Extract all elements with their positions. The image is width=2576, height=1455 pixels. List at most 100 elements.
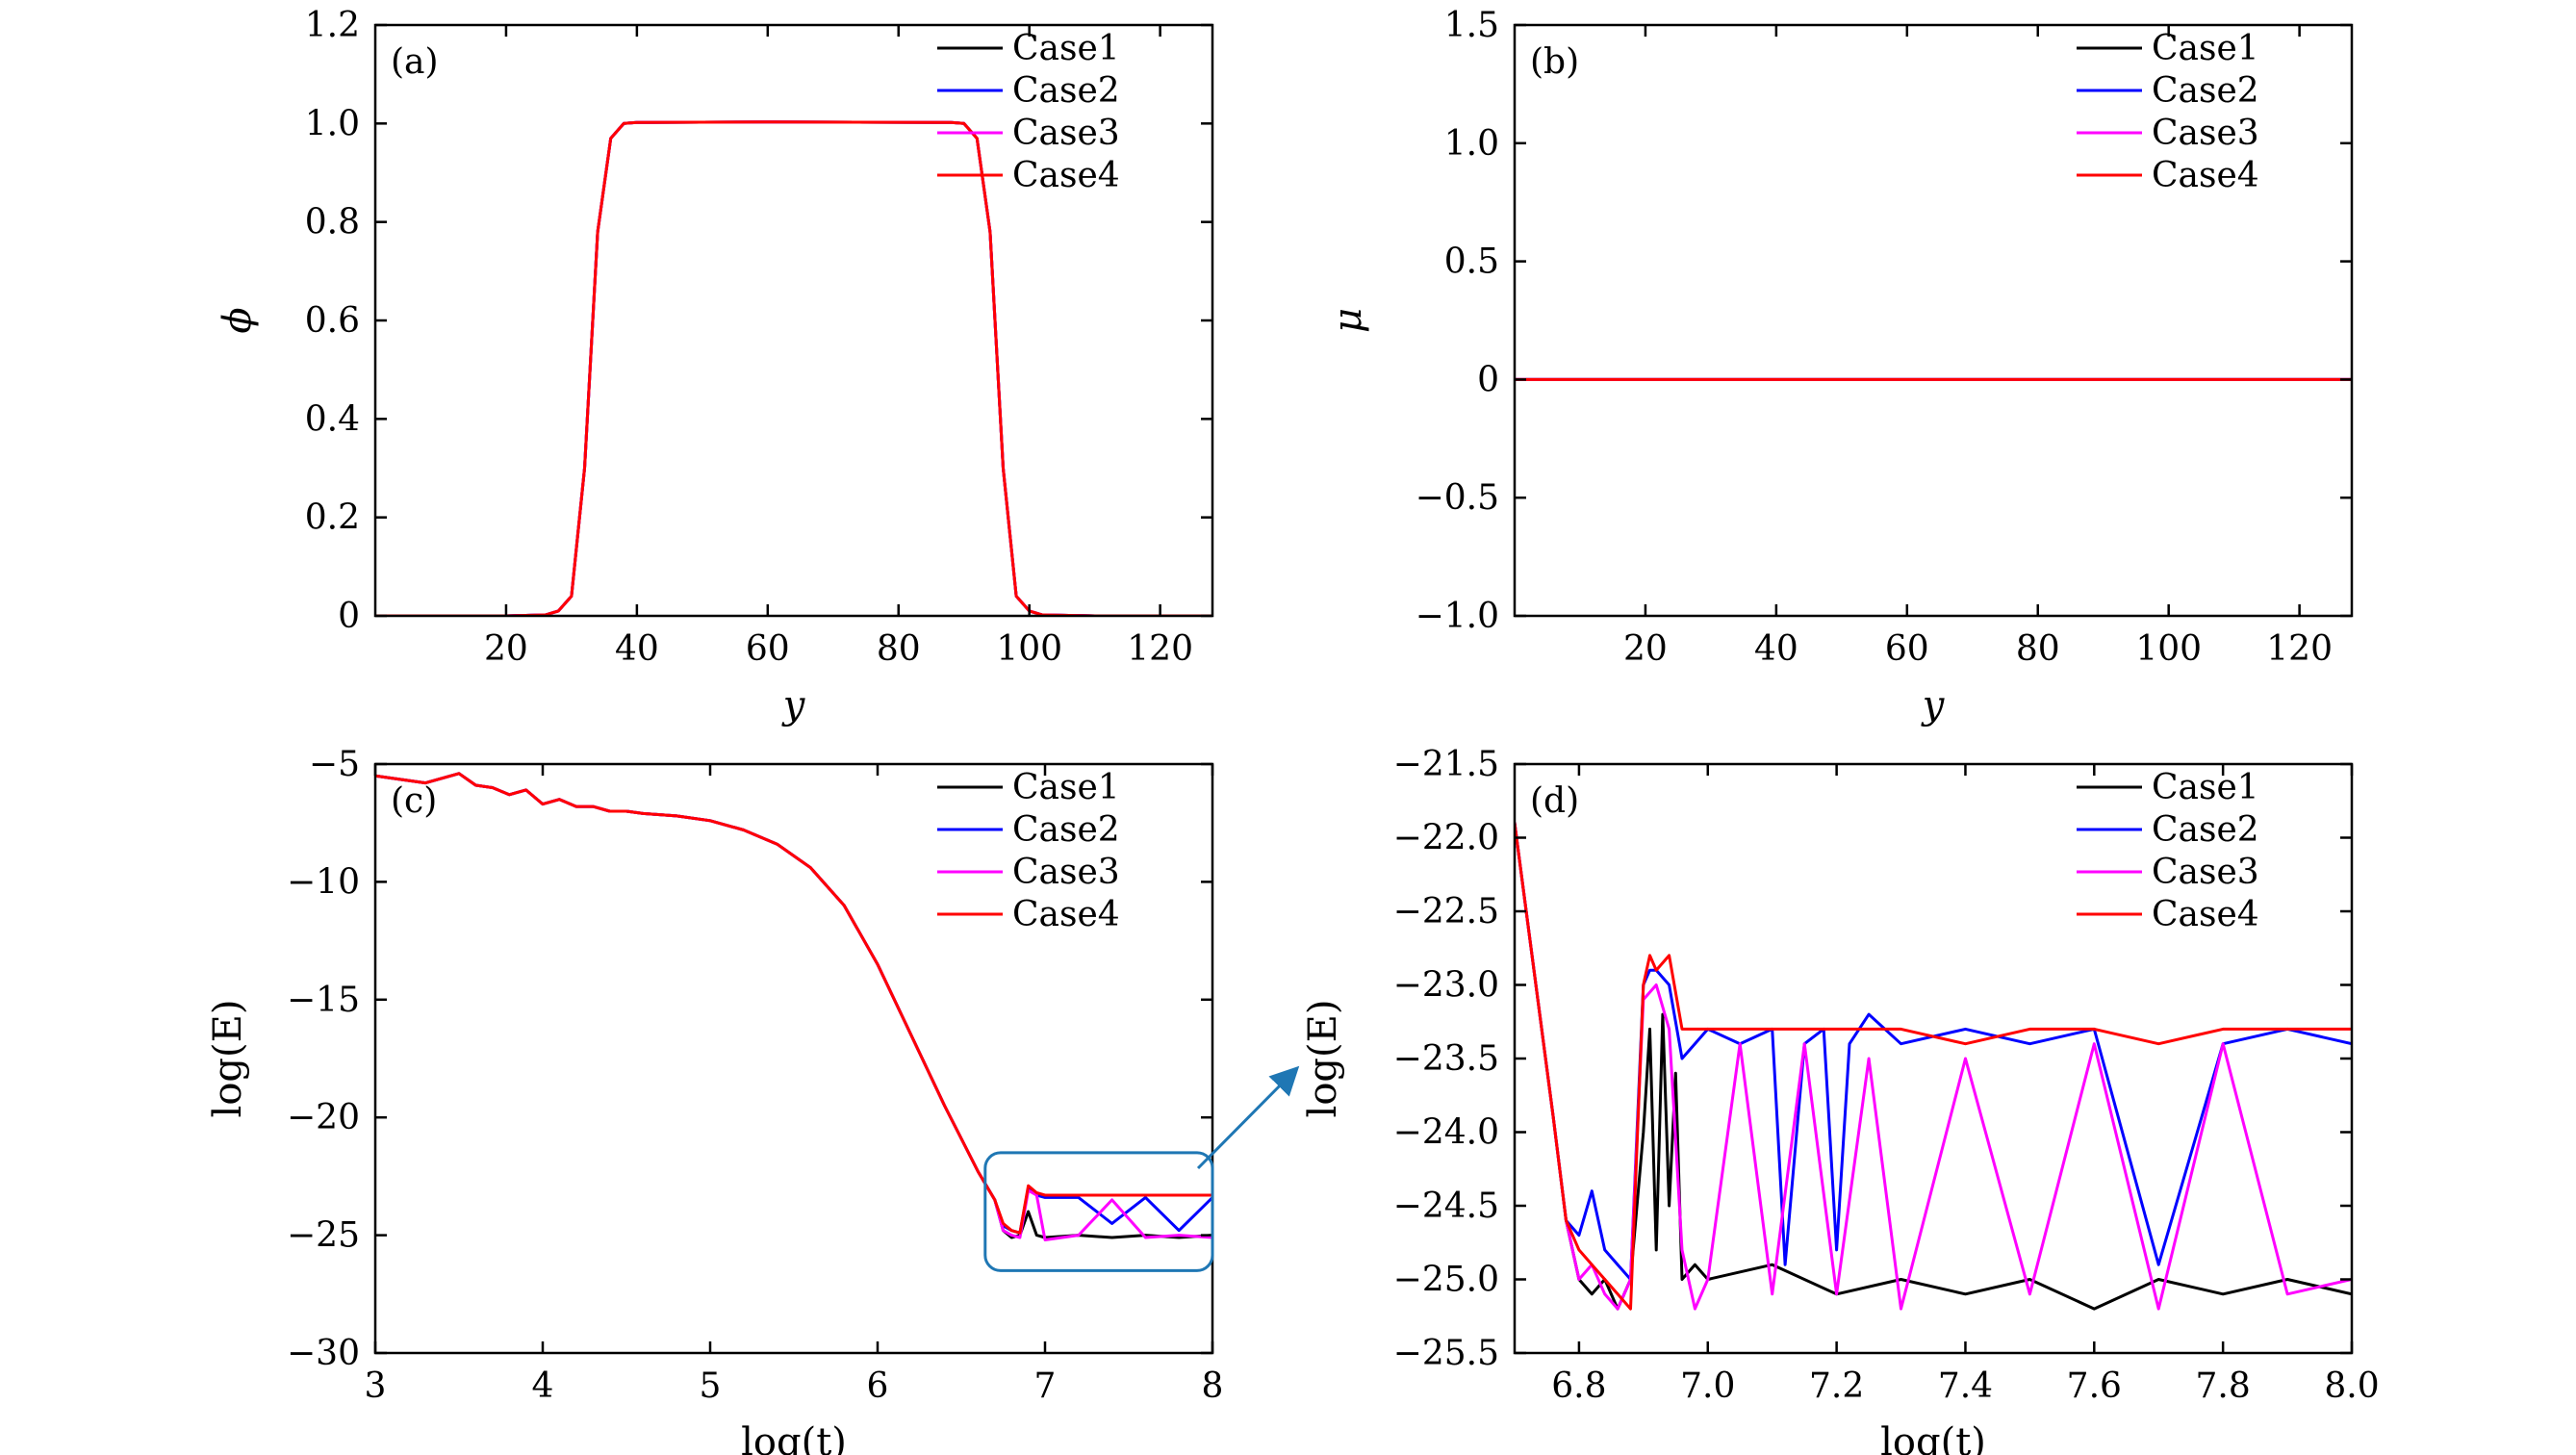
series-line-case1	[375, 120, 1212, 616]
x-tick-label: 120	[2266, 629, 2333, 669]
y-tick-label: −15	[287, 981, 360, 1020]
y-tick-label: −10	[287, 862, 360, 902]
series-group	[375, 120, 1212, 616]
y-tick-label: −22.0	[1393, 819, 1499, 858]
y-tick-label: −22.5	[1393, 892, 1499, 932]
y-tick-label: −24.5	[1393, 1187, 1499, 1226]
y-tick-label: 1.0	[305, 104, 360, 143]
legend-entry-case2: Case2	[2152, 810, 2259, 850]
x-tick-label: 6	[867, 1366, 889, 1406]
y-tick-label: 0.8	[305, 203, 360, 242]
x-tick-label: 3	[365, 1366, 387, 1406]
series-line-case3	[375, 120, 1212, 616]
y-tick-label: 0.5	[1444, 242, 1499, 282]
y-tick-label: −24.0	[1393, 1113, 1499, 1153]
x-tick-label: 20	[1623, 629, 1668, 669]
axes-frame	[1513, 23, 2354, 618]
x-tick-label: 8.0	[2324, 1366, 2379, 1406]
legend-entry-case3: Case3	[1012, 853, 1120, 892]
panel-d: 6.8 7.0 7.2 7.4 7.6 7.8 8.0 −25.5 −25.0 −24.5 −24.…	[1301, 745, 2380, 1455]
legend-entry-case1: Case1	[1012, 768, 1120, 807]
panel-label: (a)	[391, 42, 439, 82]
x-tick-label: 80	[2016, 629, 2060, 669]
series-line-case2	[375, 120, 1212, 616]
series-line-case4	[375, 772, 1212, 1235]
x-tick-label: 40	[615, 629, 659, 669]
y-tick-label: 1.2	[305, 6, 360, 45]
panel-label: (c)	[391, 781, 437, 821]
legend-entry-case2: Case2	[1012, 810, 1120, 850]
series-line-case4	[375, 120, 1212, 616]
x-tick-label: 120	[1127, 629, 1193, 669]
series-line-case3	[1515, 821, 2352, 1311]
y-tick-label: 1.0	[1444, 124, 1499, 164]
y-tick-label: 0.4	[305, 399, 360, 439]
legend-entry-case2: Case2	[1012, 71, 1120, 111]
legend-entry-case4: Case4	[2152, 156, 2259, 195]
x-tick-label: 40	[1754, 629, 1798, 669]
legend-entry-case1: Case1	[2152, 768, 2259, 807]
panel-c: 3 4 5 6 7 8 −30 −25 −20 −15 −10 −5 log(t) log(E) (c) Ca…	[206, 745, 1223, 1455]
x-tick-label: 8	[1202, 1366, 1224, 1406]
panel-a: 20 40 60 80 100 120 0 0.2 0.4 0.6 0.8 1.0 1.2 y ϕ (a) Ca…	[216, 6, 1214, 728]
x-tick-label: 80	[877, 629, 921, 669]
x-tick-label: 5	[700, 1366, 722, 1406]
x-tick-label: 7.8	[2196, 1366, 2251, 1406]
zoom-box	[983, 1151, 1214, 1272]
x-tick-label: 7.6	[2067, 1366, 2122, 1406]
x-axis-label: y	[1921, 683, 1946, 728]
y-tick-label: −5	[309, 745, 360, 784]
x-tick-label: 60	[1885, 629, 1929, 669]
y-tick-label: −25.5	[1393, 1334, 1499, 1373]
x-tick-label: 7.4	[1938, 1366, 1993, 1406]
x-tick-label: 4	[532, 1366, 554, 1406]
panel-label: (b)	[1530, 42, 1579, 82]
y-axis-label: μ	[1326, 308, 1370, 333]
x-axis-label: log(t)	[1880, 1420, 1986, 1455]
legend-entry-case3: Case3	[2152, 114, 2259, 153]
x-tick-label: 7.0	[1680, 1366, 1735, 1406]
y-tick-label: −23.0	[1393, 966, 1499, 1006]
x-axis-label: log(t)	[741, 1420, 847, 1455]
x-tick-label: 100	[2135, 629, 2202, 669]
x-tick-label: 60	[746, 629, 790, 669]
panel-b: 20 40 60 80 100 120 −1.0 −0.5 0 0.5 1.0 1.5 y μ (b) Cas…	[1326, 6, 2354, 728]
x-tick-label: 6.8	[1551, 1366, 1606, 1406]
y-tick-label: −25.0	[1393, 1261, 1499, 1300]
legend-entry-case2: Case2	[2152, 71, 2259, 111]
panel-label: (d)	[1530, 781, 1579, 821]
x-tick-label: 7.2	[1809, 1366, 1864, 1406]
legend-entry-case1: Case1	[1012, 29, 1120, 68]
y-tick-label: −30	[287, 1334, 360, 1373]
series-line-case1	[1515, 821, 2352, 1311]
y-tick-label: 1.5	[1444, 6, 1499, 45]
series-group	[1515, 821, 2352, 1311]
x-tick-label: 20	[484, 629, 528, 669]
y-axis-label: log(E)	[1301, 1000, 1345, 1118]
legend-entry-case3: Case3	[2152, 853, 2259, 892]
y-tick-label: −25	[287, 1216, 360, 1256]
axes-frame	[373, 762, 1214, 1355]
x-tick-label: 7	[1034, 1366, 1057, 1406]
legend-entry-case3: Case3	[1012, 114, 1120, 153]
zoom-arrow	[1196, 1065, 1300, 1170]
x-axis-label: y	[781, 683, 806, 728]
y-tick-label: −20	[287, 1098, 360, 1137]
y-tick-label: 0	[338, 597, 360, 636]
y-tick-label: 0.2	[305, 498, 360, 538]
y-axis-label: ϕ	[216, 307, 260, 333]
y-tick-label: 0.6	[305, 301, 360, 341]
legend-entry-case4: Case4	[2152, 895, 2259, 934]
y-tick-label: −23.5	[1393, 1039, 1499, 1079]
y-axis-label: log(E)	[206, 1000, 250, 1118]
y-tick-label: −0.5	[1416, 478, 1499, 518]
y-tick-label: 0	[1477, 360, 1499, 399]
legend-entry-case4: Case4	[1012, 895, 1120, 934]
y-tick-label: −1.0	[1416, 597, 1499, 636]
x-tick-label: 100	[996, 629, 1062, 669]
